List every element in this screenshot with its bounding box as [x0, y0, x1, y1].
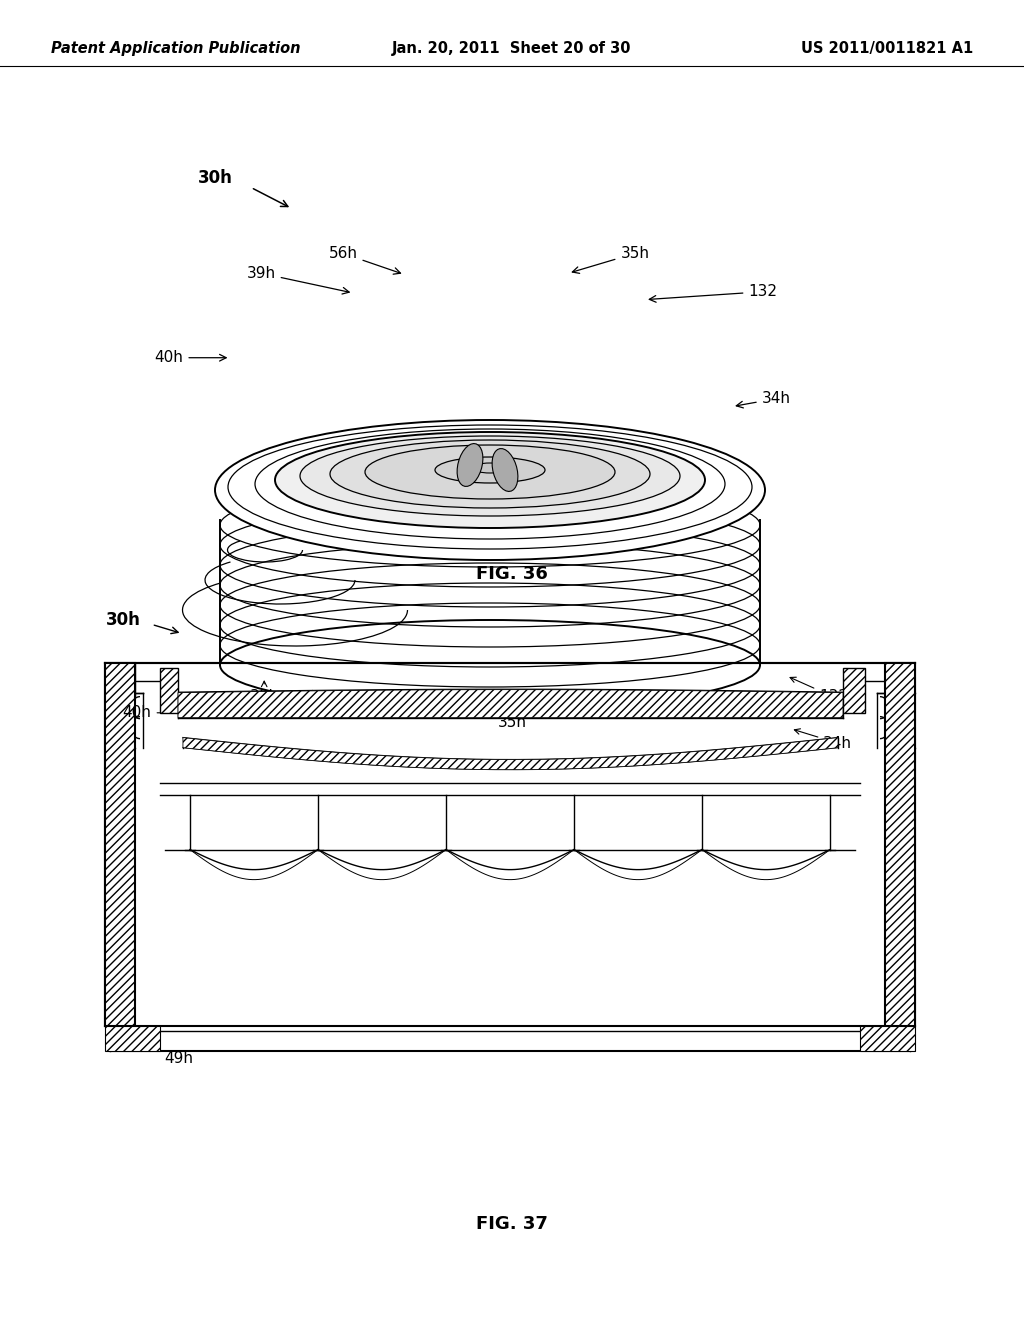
Polygon shape	[493, 449, 518, 491]
Text: 40h: 40h	[123, 705, 188, 721]
Ellipse shape	[365, 445, 615, 499]
Ellipse shape	[300, 436, 680, 516]
Text: 132: 132	[791, 677, 848, 705]
Text: 49h: 49h	[165, 1051, 194, 1067]
Text: US 2011/0011821 A1: US 2011/0011821 A1	[801, 41, 973, 55]
Text: 56h: 56h	[298, 690, 327, 715]
Text: FIG. 37: FIG. 37	[476, 1214, 548, 1233]
Text: FIG. 36: FIG. 36	[476, 565, 548, 583]
Polygon shape	[457, 444, 483, 486]
Ellipse shape	[275, 432, 705, 528]
Polygon shape	[860, 1026, 915, 1051]
Ellipse shape	[228, 425, 752, 549]
Text: 30h: 30h	[198, 169, 232, 187]
Text: Jan. 20, 2011  Sheet 20 of 30: Jan. 20, 2011 Sheet 20 of 30	[392, 41, 632, 55]
Text: 132: 132	[649, 284, 777, 302]
Ellipse shape	[215, 420, 765, 560]
Text: 34h: 34h	[795, 729, 852, 751]
Text: 39h: 39h	[247, 265, 349, 294]
Text: 40h: 40h	[155, 350, 226, 366]
Text: 39h: 39h	[250, 681, 279, 705]
Ellipse shape	[330, 440, 650, 508]
Polygon shape	[105, 1026, 160, 1051]
Polygon shape	[178, 689, 843, 718]
Ellipse shape	[472, 463, 508, 473]
Text: 35h: 35h	[498, 714, 526, 730]
Ellipse shape	[435, 457, 545, 483]
Text: 35h: 35h	[572, 246, 649, 273]
Polygon shape	[160, 668, 178, 713]
Text: Patent Application Publication: Patent Application Publication	[51, 41, 301, 55]
Text: 56h: 56h	[329, 246, 400, 275]
Ellipse shape	[255, 429, 725, 539]
Polygon shape	[105, 663, 135, 1026]
Polygon shape	[843, 668, 865, 713]
Text: 30h: 30h	[105, 611, 140, 630]
Polygon shape	[183, 738, 838, 770]
Polygon shape	[885, 663, 915, 1026]
Text: 34h: 34h	[736, 391, 791, 408]
